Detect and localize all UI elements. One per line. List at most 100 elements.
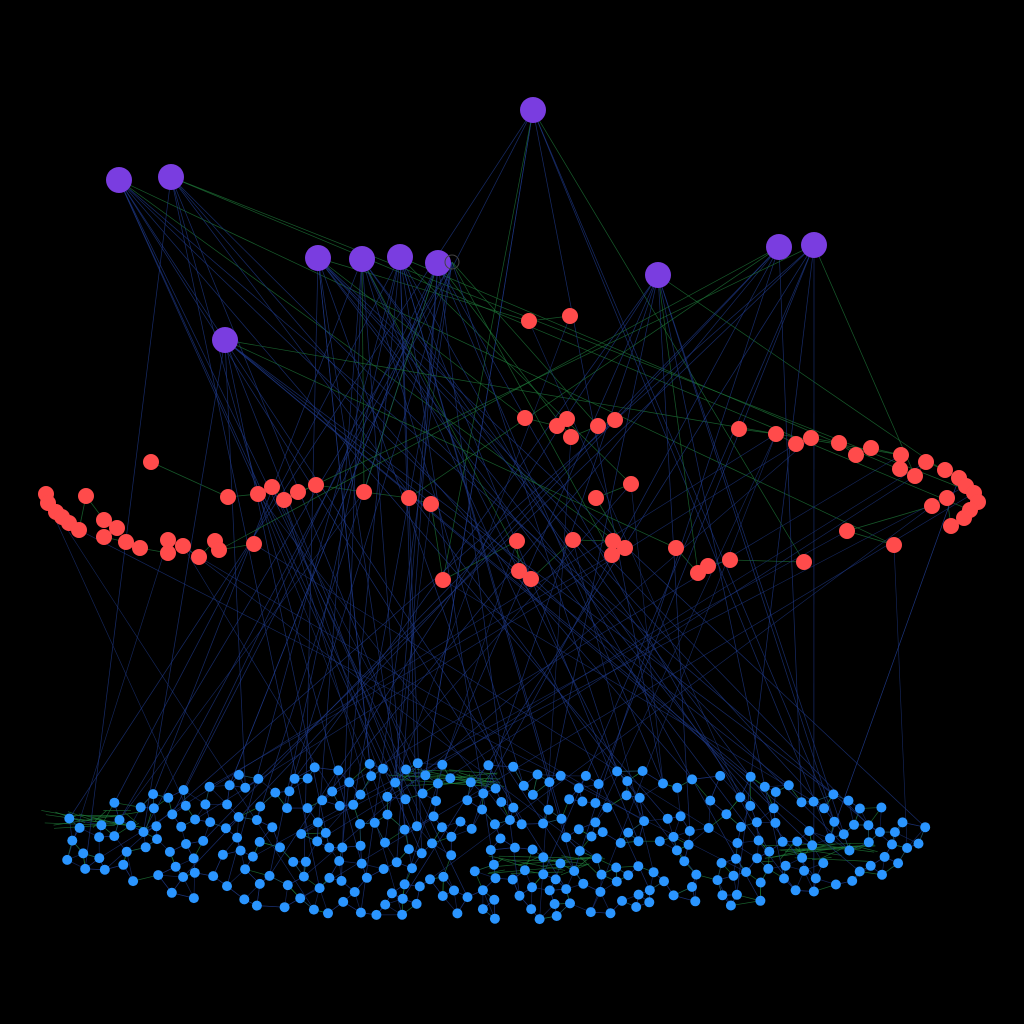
bottom-node (844, 845, 855, 856)
bottom-edge (785, 845, 876, 852)
bottom-node (477, 885, 488, 896)
middle-node (435, 572, 451, 588)
middle-node (565, 532, 581, 548)
bottom-node (825, 833, 835, 844)
top-node (305, 245, 331, 271)
bottom-node (508, 802, 519, 813)
middle-layer-nodes (38, 308, 986, 588)
inter-layer-edges (47, 109, 975, 920)
bottom-node (555, 770, 566, 781)
bottom-node (675, 811, 686, 822)
bottom-node (622, 776, 633, 787)
bottom-node (889, 827, 900, 838)
bottom-node (355, 789, 366, 800)
bottom-node (222, 799, 233, 810)
middle-node (509, 533, 525, 549)
bottom-node (163, 792, 174, 803)
bottom-node (634, 792, 645, 803)
bottom-node (337, 842, 348, 853)
bottom-node (247, 851, 258, 862)
bottom-node (235, 845, 246, 856)
bottom-edge (67, 811, 93, 821)
bottom-node (617, 895, 627, 906)
bottom-node (417, 788, 428, 799)
bottom-node (181, 839, 191, 849)
bottom-node (128, 876, 139, 887)
bottom-node (797, 852, 808, 863)
middle-node (71, 522, 87, 538)
bottom-node (279, 902, 290, 913)
bottom-node (818, 858, 829, 869)
bottom-node (687, 881, 697, 892)
inter-layer-edge (437, 475, 916, 784)
inter-layer-edge (404, 540, 518, 885)
bottom-node (312, 817, 323, 828)
inter-layer-edge (253, 543, 758, 859)
bottom-node (633, 861, 644, 872)
bottom-node (495, 833, 506, 844)
bottom-node (355, 840, 366, 851)
bottom-node (810, 873, 821, 884)
bottom-node (324, 842, 335, 853)
bottom-edge (124, 812, 137, 823)
bottom-edge (482, 890, 496, 919)
top-node (801, 232, 827, 258)
bottom-node (808, 796, 819, 807)
bottom-node (830, 879, 841, 890)
inter-layer-edge (437, 262, 572, 438)
bottom-node (371, 909, 382, 920)
bottom-node (897, 817, 908, 828)
bottom-node (569, 866, 580, 876)
bottom-node (67, 835, 78, 846)
inter-layer-edge (55, 511, 315, 910)
bottom-node (446, 831, 457, 842)
bottom-node (166, 887, 177, 898)
bottom-node (135, 802, 146, 813)
bottom-node (364, 759, 375, 769)
inter-layer-edge (182, 246, 780, 878)
bottom-node (200, 799, 211, 810)
inter-layer-edge (224, 339, 246, 788)
bottom-node (507, 874, 518, 885)
bottom-node (489, 894, 500, 905)
bottom-edge (857, 846, 878, 853)
middle-node (943, 518, 959, 534)
inter-layer-edge (539, 436, 572, 920)
inter-layer-edge (317, 257, 869, 826)
inter-layer-edge (119, 261, 453, 821)
middle-node (937, 462, 953, 478)
middle-node (796, 554, 812, 570)
inter-layer-edge (118, 179, 893, 845)
bottom-node (621, 790, 632, 801)
middle-node (605, 533, 621, 549)
bottom-node (251, 815, 262, 825)
inter-layer-edge (224, 339, 418, 827)
bottom-node (847, 875, 858, 886)
bottom-node (745, 771, 756, 782)
bottom-node (489, 913, 500, 924)
bottom-node (324, 872, 335, 883)
inter-layer-edge (425, 109, 534, 776)
bottom-node (208, 871, 219, 882)
inter-layer-edge (183, 262, 439, 791)
middle-node (956, 510, 972, 526)
bottom-node (662, 813, 673, 824)
bottom-node (198, 835, 209, 846)
bottom-node (580, 770, 591, 781)
bottom-node (591, 853, 602, 864)
bottom-node (462, 892, 473, 903)
inter-layer-edge (396, 262, 439, 863)
inter-layer-edge (143, 339, 226, 833)
inter-layer-edge (119, 491, 365, 821)
inter-layer-edge (778, 246, 802, 803)
bottom-node (790, 885, 801, 896)
bottom-node (574, 846, 585, 856)
bottom-node (556, 813, 567, 824)
bottom-node (865, 860, 876, 871)
middle-node (893, 447, 909, 463)
inter-layer-edge (114, 256, 401, 803)
bottom-node (639, 816, 650, 827)
middle-edge (150, 461, 229, 498)
bottom-node (593, 779, 604, 789)
bottom-node (397, 909, 408, 920)
